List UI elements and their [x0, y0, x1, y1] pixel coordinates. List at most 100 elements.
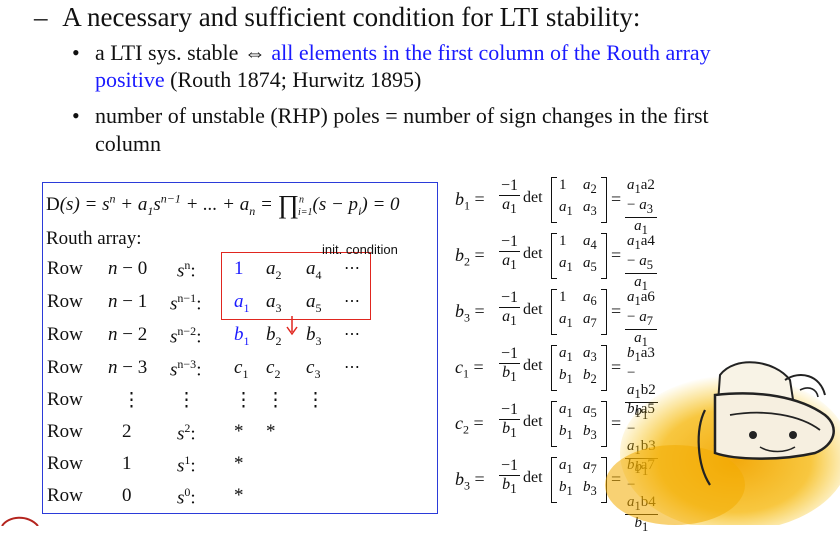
- routh-entry: ⋮: [234, 390, 253, 411]
- formula-lhs: b2 =: [455, 245, 485, 269]
- routh-row-power: ⋮: [177, 390, 196, 411]
- routh-row-label: Row: [47, 485, 83, 506]
- matrix-entry: b2: [583, 367, 597, 386]
- routh-row-power: s1:: [177, 453, 196, 477]
- matrix-entry: 1: [559, 289, 567, 305]
- equals: =: [611, 413, 622, 433]
- routh-entry: ⋯: [344, 260, 360, 277]
- routh-row-label: Row: [47, 258, 83, 279]
- matrix-bracket-right: [601, 345, 607, 391]
- bullet-1-arrow: ⇔: [243, 40, 266, 65]
- matrix-entry: a3: [583, 199, 597, 218]
- routh-row-index: ⋮: [122, 390, 141, 411]
- routh-entry: c3: [306, 357, 321, 381]
- routh-row-index: n − 2: [108, 324, 148, 345]
- formula-coeff: −1 a1: [499, 177, 521, 217]
- heading-dash: –: [34, 2, 48, 32]
- formula-result: a1a2 − a3 a1: [625, 177, 657, 237]
- orange-highlight-sketch: [605, 361, 840, 525]
- routh-row-index: n − 3: [108, 357, 148, 378]
- det-label: det: [523, 189, 543, 206]
- bullet-2-line-2: column: [95, 131, 161, 156]
- routh-row-index: 2: [122, 421, 132, 442]
- routh-row-power: s2:: [177, 421, 196, 445]
- routh-entry: a2: [266, 258, 282, 282]
- routh-entry: a3: [266, 291, 282, 315]
- routh-entry: b1: [234, 324, 250, 348]
- equals: =: [611, 301, 622, 321]
- formula-result: a1a6 − a7 a1: [625, 289, 657, 349]
- matrix-entry: b1: [559, 423, 573, 442]
- matrix-entry: a1: [559, 457, 573, 476]
- matrix-entry: b3: [583, 423, 597, 442]
- formula-coeff: −1 a1: [499, 289, 521, 329]
- routh-entry: *: [234, 485, 244, 506]
- matrix-entry: a2: [583, 177, 597, 196]
- formula-lhs: b3 =: [455, 301, 485, 325]
- routh-entry: *: [266, 421, 276, 442]
- matrix-entry: a1: [559, 199, 573, 218]
- routh-row-power: s0:: [177, 485, 196, 509]
- matrix-bracket-left: [551, 233, 557, 279]
- characteristic-equation: D(s) = sn + a1sn−1 + ... + an = ∏ni=1(s …: [46, 190, 400, 219]
- routh-entry: *: [234, 453, 244, 474]
- bullet-1-line-2: positive (Routh 1874; Hurwitz 1895): [95, 67, 421, 93]
- formula-result: a1a4 − a5 a1: [625, 233, 657, 293]
- matrix-entry: b1: [559, 367, 573, 386]
- init-condition-label: init. condition: [322, 242, 398, 257]
- routh-entry: ⋯: [344, 359, 360, 376]
- det-label: det: [523, 357, 543, 374]
- corner-emblem: [1, 516, 39, 526]
- routh-entry: c2: [266, 357, 281, 381]
- routh-entry: ⋮: [306, 390, 325, 411]
- matrix-entry: a7: [583, 457, 597, 476]
- routh-row-power: sn−3:: [170, 357, 202, 381]
- routh-entry: ⋯: [344, 293, 360, 310]
- routh-row-index: 0: [122, 485, 132, 506]
- matrix-entry: b1: [559, 479, 573, 498]
- bullet-1-blue-b: positive: [95, 67, 165, 92]
- matrix-entry: 1: [559, 177, 567, 193]
- routh-entry: ⋮: [266, 390, 285, 411]
- matrix-entry: 1: [559, 233, 567, 249]
- matrix-entry: a6: [583, 289, 597, 308]
- formula-lhs: c2 =: [455, 413, 484, 437]
- matrix-entry: a7: [583, 311, 597, 330]
- matrix-entry: a1: [559, 255, 573, 274]
- matrix-entry: a3: [583, 345, 597, 364]
- matrix-bracket-left: [551, 457, 557, 503]
- det-label: det: [523, 469, 543, 486]
- formula-lhs: c1 =: [455, 357, 484, 381]
- routh-row-index: n − 0: [108, 258, 148, 279]
- equals: =: [611, 245, 622, 265]
- matrix-bracket-right: [601, 401, 607, 447]
- det-label: det: [523, 301, 543, 318]
- matrix-bracket-right: [601, 177, 607, 223]
- routh-array-box: [42, 182, 438, 514]
- bullet-1-blue-a: all elements in the first column of the …: [265, 40, 711, 65]
- matrix-entry: a1: [559, 345, 573, 364]
- det-label: det: [523, 245, 543, 262]
- routh-row-power: sn:: [177, 258, 196, 282]
- bullet-2-line-1: number of unstable (RHP) poles = number …: [95, 103, 709, 128]
- formula-coeff: −1 b1: [499, 457, 521, 497]
- routh-row-index: n − 1: [108, 291, 148, 312]
- matrix-entry: a1: [559, 401, 573, 420]
- routh-row-label: Row: [47, 389, 83, 410]
- matrix-entry: a4: [583, 233, 597, 252]
- matrix-bracket-left: [551, 177, 557, 223]
- routh-row-label: Row: [47, 324, 83, 345]
- formula-coeff: −1 a1: [499, 233, 521, 273]
- bullet-1-black: a LTI sys. stable: [95, 40, 244, 65]
- routh-entry: a4: [306, 258, 322, 282]
- matrix-bracket-right: [601, 289, 607, 335]
- routh-row-index: 1: [122, 453, 132, 474]
- routh-entry: a1: [234, 291, 250, 315]
- init-condition-box: [221, 252, 371, 320]
- matrix-entry: a5: [583, 401, 597, 420]
- formula-lhs: b1 =: [455, 189, 485, 213]
- det-label: det: [523, 413, 543, 430]
- equals: =: [611, 189, 622, 209]
- routh-entry: ⋯: [344, 326, 360, 343]
- routh-entry: b3: [306, 324, 322, 348]
